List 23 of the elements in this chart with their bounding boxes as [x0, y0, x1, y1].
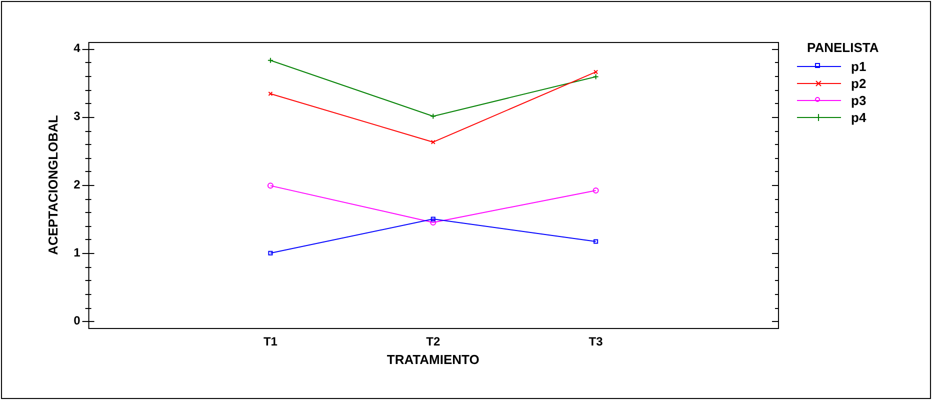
legend-label: p4: [851, 110, 866, 125]
legend-label: p2: [851, 76, 866, 91]
point: [594, 239, 598, 244]
y-tick-label: 4: [74, 41, 81, 56]
point: [592, 187, 599, 194]
x-tick-label: T2: [426, 334, 440, 349]
y-tick-label: 3: [74, 109, 81, 124]
point: [268, 250, 273, 256]
point: [430, 140, 436, 144]
y-axis-title: ACEPTACIONGLOBAL: [45, 115, 60, 255]
x-tick-label: T3: [588, 334, 604, 349]
legend-label: p3: [851, 93, 866, 108]
y-tick-label: 0: [74, 314, 81, 328]
point: [430, 216, 436, 222]
point: [267, 182, 274, 189]
y-tick-label: 1: [74, 245, 81, 260]
point: [430, 219, 436, 226]
y-tick-label: 2: [74, 177, 81, 192]
x-tick-label: T1: [263, 334, 278, 349]
legend-title: PANELISTA: [807, 40, 879, 55]
legend-label: p1: [851, 59, 866, 74]
point: [430, 113, 436, 120]
x-axis-title: TRATAMIENTO: [386, 352, 480, 367]
